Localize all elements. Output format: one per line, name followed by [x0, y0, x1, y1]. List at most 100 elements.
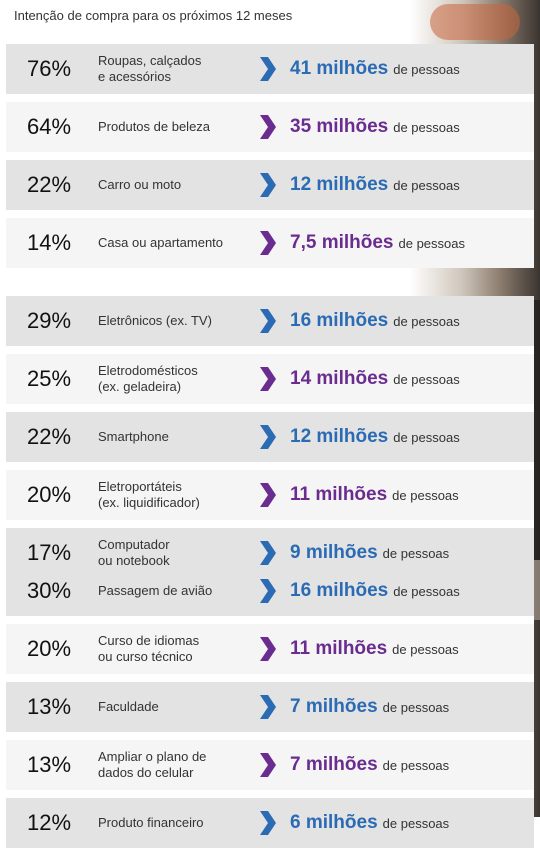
- percentage: 76%: [26, 56, 72, 81]
- people-count-number: 11 milhões: [290, 484, 388, 505]
- percentage: 30%: [26, 578, 72, 603]
- people-count-number: 11 milhões: [290, 638, 388, 659]
- people-count-number: 41 milhões: [290, 58, 389, 79]
- item-label: Produto financeiro: [98, 815, 204, 830]
- chevron-right-icon: [258, 541, 276, 565]
- people-count: 12 milhões de pessoas: [290, 412, 460, 462]
- percentage: 14%: [26, 230, 72, 255]
- people-count: 7,5 milhões de pessoas: [290, 218, 465, 268]
- item-label: Faculdade: [98, 699, 159, 714]
- people-count-suffix: de pessoas: [393, 61, 460, 77]
- category-group: 29% Eletrônicos (ex. TV) 16 milhões de pess…: [6, 296, 534, 578]
- people-count-suffix: de pessoas: [393, 583, 460, 599]
- item-label: Casa ou apartamento: [98, 235, 224, 250]
- people-count: 35 milhões de pessoas: [290, 102, 460, 152]
- people-count-suffix: de pessoas: [393, 313, 460, 329]
- chevron-right-icon: [258, 483, 276, 507]
- chevron-right-icon: [258, 57, 276, 81]
- chevron-right-icon: [258, 231, 276, 255]
- people-count: 6 milhões de pessoas: [290, 798, 449, 848]
- percentage: 64%: [26, 114, 72, 139]
- percentage: 29%: [26, 308, 72, 333]
- table-row: 12% Produto financeiro 6 milhões de pessoas: [6, 798, 534, 848]
- chevron-right-icon: [258, 695, 276, 719]
- people-count-suffix: de pessoas: [382, 757, 450, 773]
- chevron-right-icon: [258, 579, 276, 603]
- people-count-number: 12 milhões: [290, 174, 389, 195]
- table-row: 14% Casa ou apartamento 7,5 milhões de pess…: [6, 218, 534, 268]
- people-count-number: 12 milhões: [290, 426, 389, 447]
- percentage: 22%: [26, 424, 72, 449]
- item-label: Passagem de avião: [98, 583, 213, 598]
- item-label: Smartphone: [98, 429, 169, 444]
- category-group: 30% Passagem de avião 16 milhões de pessoas…: [6, 566, 534, 848]
- people-count-suffix: de pessoas: [393, 177, 460, 193]
- item-label: Computador ou notebook: [98, 537, 170, 568]
- people-count: 11 milhões de pessoas: [290, 624, 459, 674]
- chart-title: Intenção de compra para os próximos 12 m…: [14, 8, 293, 23]
- percentage: 22%: [26, 172, 72, 197]
- item-label: Roupas, calçados e acessórios: [98, 53, 202, 84]
- table-row: 22% Carro ou moto 12 milhões de pessoas: [6, 160, 534, 210]
- item-label: Eletrônicos (ex. TV): [98, 313, 212, 328]
- chevron-right-icon: [258, 637, 276, 661]
- category-group: 76% Roupas, calçados e acessórios 41 milhõ…: [6, 44, 534, 268]
- chevron-right-icon: [258, 811, 276, 835]
- percentage: 13%: [26, 694, 72, 719]
- item-label: Curso de idiomas ou curso técnico: [98, 633, 200, 664]
- table-row: 13% Ampliar o plano de dados do celular 7 …: [6, 740, 534, 790]
- table-row: 20% Eletroportáteis (ex. liquidificador) 1…: [6, 470, 534, 520]
- percentage: 13%: [26, 752, 72, 777]
- photo-detail: [430, 4, 520, 40]
- people-count-suffix: de pessoas: [393, 429, 460, 445]
- people-count-suffix: de pessoas: [382, 545, 450, 561]
- people-count-number: 6 milhões: [290, 812, 378, 833]
- chevron-right-icon: [258, 309, 276, 333]
- people-count-number: 16 milhões: [290, 310, 389, 331]
- people-count-number: 14 milhões: [290, 368, 389, 389]
- table-row: 22% Smartphone 12 milhões de pessoas: [6, 412, 534, 462]
- item-label: Eletrodomésticos (ex. geladeira): [98, 363, 198, 394]
- people-count-suffix: de pessoas: [393, 119, 460, 135]
- percentage: 20%: [26, 636, 72, 661]
- chevron-right-icon: [258, 173, 276, 197]
- people-count-suffix: de pessoas: [392, 487, 459, 503]
- item-label: Carro ou moto: [98, 177, 182, 192]
- people-count: 11 milhões de pessoas: [290, 470, 459, 520]
- percentage: 20%: [26, 482, 72, 507]
- people-count: 7 milhões de pessoas: [290, 682, 449, 732]
- percentage: 17%: [26, 540, 72, 565]
- table-row: 76% Roupas, calçados e acessórios 41 milhõ…: [6, 44, 534, 94]
- chevron-right-icon: [258, 753, 276, 777]
- table-row: 13% Faculdade 7 milhões de pessoas: [6, 682, 534, 732]
- chevron-right-icon: [258, 367, 276, 391]
- table-row: 25% Eletrodomésticos (ex. geladeira) 14 mi…: [6, 354, 534, 404]
- chevron-right-icon: [258, 425, 276, 449]
- people-count-number: 16 milhões: [290, 580, 389, 601]
- people-count: 9 milhões de pessoas: [290, 528, 449, 578]
- table-row: 30% Passagem de avião 16 milhões de pessoas: [6, 566, 534, 616]
- people-count-number: 7 milhões: [290, 754, 378, 775]
- people-count-number: 7 milhões: [290, 696, 378, 717]
- table-row: 64% Produtos de beleza 35 milhões de pessoa…: [6, 102, 534, 152]
- people-count: 7 milhões de pessoas: [290, 740, 449, 790]
- table-row: 20% Curso de idiomas ou curso técnico 11 m…: [6, 624, 534, 674]
- people-count: 14 milhões de pessoas: [290, 354, 460, 404]
- people-count: 12 milhões de pessoas: [290, 160, 460, 210]
- table-row: 29% Eletrônicos (ex. TV) 16 milhões de pess…: [6, 296, 534, 346]
- people-count-suffix: de pessoas: [393, 371, 460, 387]
- people-count-suffix: de pessoas: [382, 699, 450, 715]
- item-label: Produtos de beleza: [98, 119, 211, 134]
- percentage: 25%: [26, 366, 72, 391]
- people-count-suffix: de pessoas: [382, 815, 450, 831]
- percentage: 12%: [26, 810, 72, 835]
- people-count-number: 7,5 milhões: [290, 232, 394, 253]
- people-count-suffix: de pessoas: [392, 641, 459, 657]
- people-count: 16 milhões de pessoas: [290, 296, 460, 346]
- people-count: 41 milhões de pessoas: [290, 44, 460, 94]
- people-count-suffix: de pessoas: [398, 235, 466, 251]
- chevron-right-icon: [258, 115, 276, 139]
- people-count-number: 9 milhões: [290, 542, 378, 563]
- people-count-number: 35 milhões: [290, 116, 389, 137]
- people-count: 16 milhões de pessoas: [290, 566, 460, 616]
